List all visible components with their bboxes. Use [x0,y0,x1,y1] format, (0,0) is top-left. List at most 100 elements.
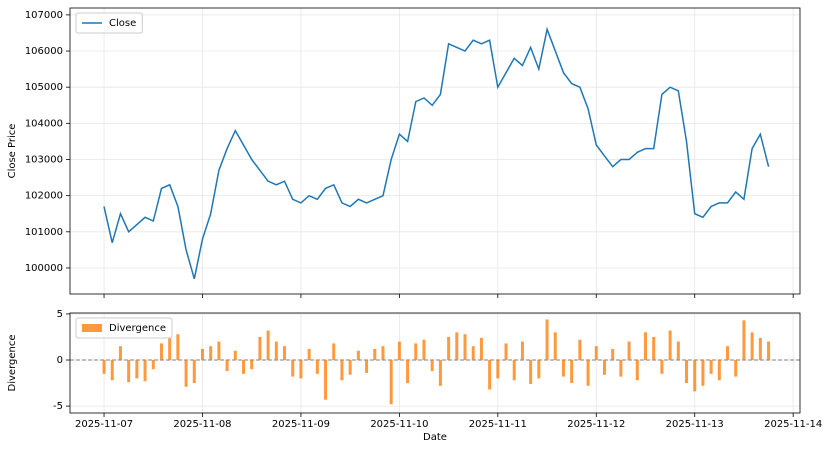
bar [717,360,721,381]
bar [488,360,492,390]
bar [479,337,483,361]
bar [356,350,360,361]
bar [586,360,590,386]
bar [102,360,106,374]
legend: Close [75,12,143,34]
bar [315,360,319,374]
bar [283,346,287,361]
bar [594,346,598,361]
bar [504,343,508,361]
bar [578,339,582,361]
bar [463,334,467,361]
bar [381,346,385,361]
bar [250,360,254,370]
bar [447,336,451,361]
bar [389,360,393,405]
bar [348,360,352,375]
bar [438,360,442,386]
bar [340,360,344,381]
bar [151,360,155,370]
bar [570,360,574,384]
bar [307,348,311,361]
price-line [103,26,770,280]
bar [726,346,730,361]
y-tick-label: 102000 [25,191,63,202]
bar [619,360,623,377]
bar [406,360,410,384]
bar [512,360,516,381]
bar [611,348,615,361]
bar [652,336,656,361]
bar [365,360,369,373]
bar [430,360,434,372]
bar [324,360,328,400]
x-tick-label: 2025-11-10 [370,419,428,430]
x-axis-label: Date [423,432,447,443]
legend-box [75,12,143,34]
bar [602,360,606,375]
y-tick-label: -5 [53,401,63,412]
bar [299,360,303,379]
bar [496,360,500,379]
bar [225,360,229,372]
bar [668,330,672,361]
bar [643,332,647,361]
bar [529,360,533,384]
y-tick-label: 101000 [25,227,63,238]
y-tick-label: 104000 [25,118,63,129]
bar [767,341,771,361]
bar [750,332,754,361]
x-tick-label: 2025-11-11 [469,419,527,430]
bar [258,336,262,361]
axes-frame [69,7,801,295]
legend-label: Close [109,18,136,29]
bar [545,319,549,361]
y-tick-label: 105000 [25,82,63,93]
bar [209,346,213,361]
bar [676,341,680,361]
y-tick-label: 103000 [25,154,63,165]
bar [291,360,295,377]
x-tick-label: 2025-11-13 [666,419,724,430]
y-tick-label: 0 [57,355,63,366]
bar [561,360,565,377]
bar [701,360,705,386]
bar [110,360,114,381]
bar [168,336,172,361]
bar [685,360,689,384]
y-tick-label: 5 [57,309,63,320]
bar [159,343,163,361]
bar [520,341,524,361]
y-axis-label: Close Price [7,124,18,179]
legend-swatch [82,324,102,332]
bar [242,360,246,374]
axes-frame [69,312,801,414]
x-tick-label: 2025-11-09 [272,419,330,430]
bar [118,346,122,361]
bar [693,360,697,392]
bar [734,360,738,377]
bar [422,339,426,361]
x-tick-label: 2025-11-07 [75,419,133,430]
bar [176,334,180,361]
bar [373,348,377,361]
legend-box [75,317,173,339]
bar [758,337,762,361]
y-axis-label: Divergence [7,335,18,392]
bar [184,360,188,387]
bar [135,360,139,379]
bar [217,341,221,361]
x-tick-label: 2025-11-12 [567,419,625,430]
legend: Divergence [75,317,173,339]
bar [233,350,237,361]
bar [397,341,401,361]
bar [660,360,664,374]
bar [414,343,418,361]
x-tick-label: 2025-11-08 [173,419,231,430]
y-tick-label: 100000 [25,263,63,274]
bar [455,332,459,361]
bar [553,332,557,361]
bar [332,343,336,361]
bar [274,341,278,361]
